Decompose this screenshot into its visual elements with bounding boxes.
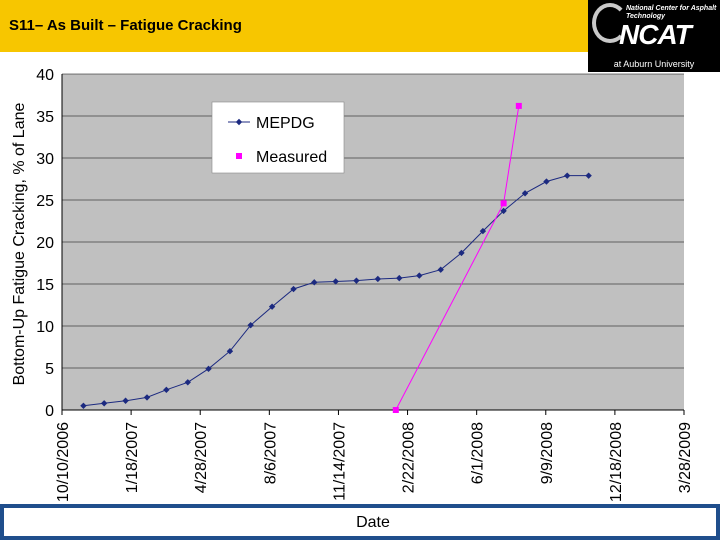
- slide-title: S11– As Built – Fatigue Cracking: [9, 17, 242, 34]
- data-point-mepdg: [226, 348, 234, 355]
- x-tick-labels: 10/10/2006 1/18/2007 4/28/2007 8/6/2007 11/1…: [55, 422, 694, 502]
- logo-ring-icon: [592, 3, 628, 43]
- y-tick-label: 15: [36, 277, 54, 294]
- data-point-mepdg: [500, 207, 507, 215]
- legend: MEPDG Measured: [211, 101, 345, 174]
- data-point-mepdg: [163, 386, 170, 394]
- data-point-mepdg: [205, 365, 212, 373]
- data-point-mepdg: [585, 172, 592, 179]
- data-point-measured: [392, 407, 399, 413]
- x-tick-label: 8/6/2007: [262, 422, 279, 484]
- data-point-mepdg: [437, 266, 444, 273]
- data-point-mepdg: [80, 402, 87, 409]
- data-point-mepdg: [521, 190, 529, 197]
- x-tick-label: 11/14/2007: [331, 422, 348, 501]
- logo-text-big: NCAT: [619, 19, 692, 50]
- data-point-mepdg: [374, 275, 382, 283]
- data-point-mepdg: [290, 285, 297, 293]
- data-point-mepdg: [396, 274, 403, 282]
- y-tick-label: 25: [36, 193, 54, 210]
- y-tick-label: 0: [45, 403, 54, 420]
- y-tick-label: 40: [36, 67, 54, 84]
- x-tick-label: 9/9/2008: [539, 422, 556, 484]
- data-point-mepdg: [268, 303, 276, 310]
- data-point-mepdg: [184, 379, 191, 386]
- x-axis-label: Date: [356, 514, 390, 531]
- data-point-mepdg: [311, 279, 318, 286]
- data-point-mepdg: [543, 178, 550, 185]
- y-tick-labels: 0 5 10 15 20 25 30 35 40: [36, 67, 54, 420]
- legend-box: [211, 101, 345, 174]
- data-point-measured: [500, 200, 507, 207]
- x-tick-label: 3/28/2009: [677, 422, 694, 493]
- y-tick-label: 20: [36, 235, 54, 252]
- series-points: [80, 102, 592, 413]
- y-tick-label: 5: [45, 361, 54, 378]
- footer-panel: [4, 508, 716, 536]
- legend-label-measured: Measured: [256, 149, 327, 166]
- x-tick-label: 2/22/2008: [401, 422, 418, 493]
- data-point-mepdg: [353, 277, 360, 284]
- data-point-mepdg: [458, 249, 465, 257]
- y-tick-label: 30: [36, 151, 54, 168]
- data-point-mepdg: [100, 400, 108, 407]
- gridlines: [62, 73, 684, 369]
- y-tick-label: 10: [36, 319, 54, 336]
- y-axis-label: Bottom-Up Fatigue Cracking, % of Lane: [11, 103, 28, 386]
- legend-marker-mepdg: [235, 118, 243, 126]
- legend-label-mepdg: MEPDG: [256, 115, 315, 132]
- data-point-mepdg: [247, 321, 254, 329]
- y-tick-label: 35: [36, 109, 54, 126]
- x-tick-label: 1/18/2007: [124, 422, 141, 493]
- x-tick-label: 12/18/2008: [608, 422, 625, 502]
- data-point-mepdg: [332, 278, 339, 285]
- axes: [61, 74, 685, 415]
- data-point-measured: [515, 102, 522, 109]
- data-point-mepdg: [564, 172, 571, 179]
- x-tick-label: 4/28/2007: [193, 422, 210, 493]
- ncat-logo: National Center for Asphalt Technology N…: [588, 0, 720, 72]
- legend-marker-measured: [236, 153, 242, 159]
- logo-text-small: National Center for Asphalt Technology: [626, 5, 717, 20]
- data-point-mepdg: [479, 227, 487, 235]
- data-point-mepdg: [122, 397, 129, 404]
- x-tick-label: 10/10/2006: [55, 422, 72, 502]
- x-tick-label: 6/1/2008: [470, 422, 487, 484]
- logo-subtitle: at Auburn University: [613, 59, 695, 69]
- data-point-mepdg: [143, 394, 151, 401]
- data-point-mepdg: [416, 272, 423, 279]
